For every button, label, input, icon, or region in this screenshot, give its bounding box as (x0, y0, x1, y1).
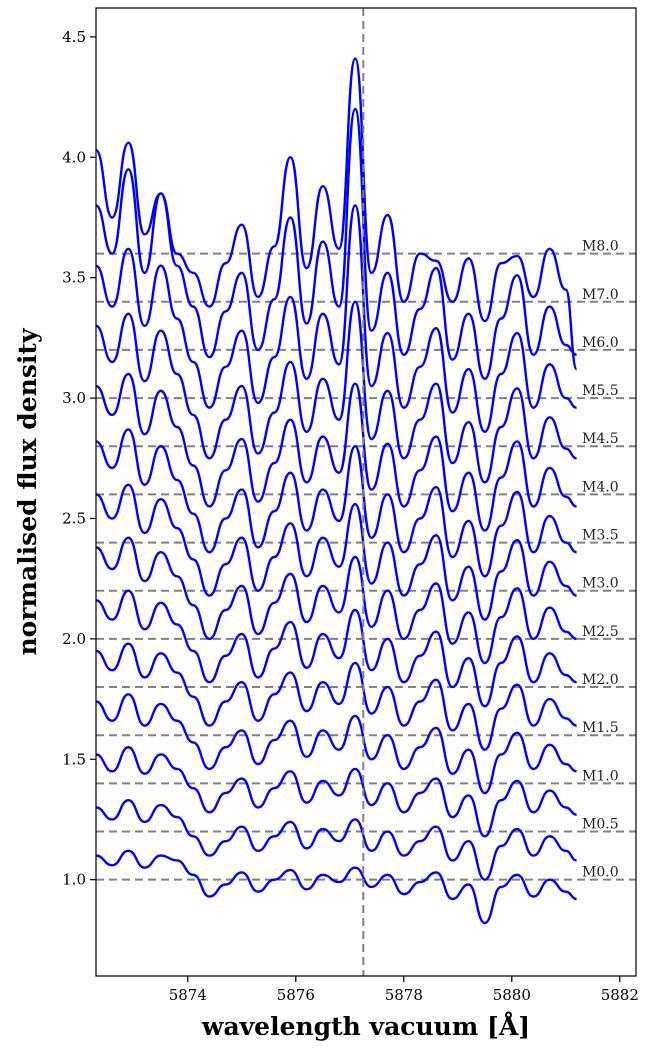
y-axis-title: normalised flux density (13, 327, 42, 655)
spectrum-series-line (96, 107, 577, 381)
spectrum-series-line (96, 57, 578, 371)
reference-level-label: M8.0 (582, 239, 619, 255)
y-tick-label: 3.0 (62, 389, 86, 407)
x-tick-label: 5874 (169, 986, 207, 1004)
reference-level-label: M0.0 (582, 865, 619, 881)
reference-level-label: M5.5 (582, 383, 619, 399)
y-tick-label: 2.0 (62, 630, 86, 648)
spectrum-series-line (96, 204, 577, 433)
y-tick-label: 4.0 (62, 148, 86, 166)
spectrum-series-line (96, 693, 577, 795)
spectrum-series-line (96, 428, 577, 578)
spectrum-series-line (96, 483, 577, 621)
y-tick-label: 1.0 (62, 871, 86, 889)
reference-level-label: M1.5 (582, 720, 619, 736)
reference-level-label: M1.0 (582, 768, 619, 784)
reference-level-label: M6.0 (582, 335, 619, 351)
spectrum-series-line (96, 536, 577, 665)
reference-level-label: M2.5 (582, 624, 619, 640)
reference-level-label: M3.5 (582, 528, 619, 544)
reference-level-label: M4.0 (582, 479, 619, 495)
x-tick-label: 5882 (601, 986, 639, 1004)
plot-frame (95, 7, 637, 977)
x-tick-label: 5878 (385, 986, 423, 1004)
spectrum-series-line (96, 589, 577, 708)
reference-level-label: M0.5 (582, 817, 619, 833)
spectrum-series-line (96, 372, 577, 532)
x-axis-ticks: 5874 5876 5878 5880 5882 (169, 976, 639, 1004)
spectrum-series-line (96, 300, 577, 484)
y-tick-label: 2.5 (62, 509, 86, 527)
reference-level-label: M2.0 (582, 672, 619, 688)
y-axis-ticks: 1.0 1.5 2.0 2.5 3.0 3.5 4.0 4.5 (62, 28, 96, 889)
x-tick-label: 5876 (277, 986, 315, 1004)
y-tick-label: 3.5 (62, 269, 86, 287)
y-tick-label: 1.5 (62, 750, 86, 768)
spectrum-series-line (96, 746, 577, 838)
spectrum-series-line (96, 799, 577, 881)
spectrum-series-line (96, 642, 577, 751)
reference-level-labels: M0.0 M0.5 M1.0 M1.5 M2.0 M2.5 M3.0 M3.5 M4.0 M4.5… (582, 239, 619, 881)
y-tick-label: 4.5 (62, 28, 86, 46)
spectrum-series-line (96, 849, 577, 925)
x-tick-label: 5880 (493, 986, 531, 1004)
reference-level-label: M4.5 (582, 431, 619, 447)
reference-level-label: M7.0 (582, 287, 619, 303)
reference-level-label: M3.0 (582, 576, 619, 592)
x-axis-title: wavelength vacuum [Å] (201, 1012, 530, 1041)
spectra-series-group (96, 57, 578, 925)
